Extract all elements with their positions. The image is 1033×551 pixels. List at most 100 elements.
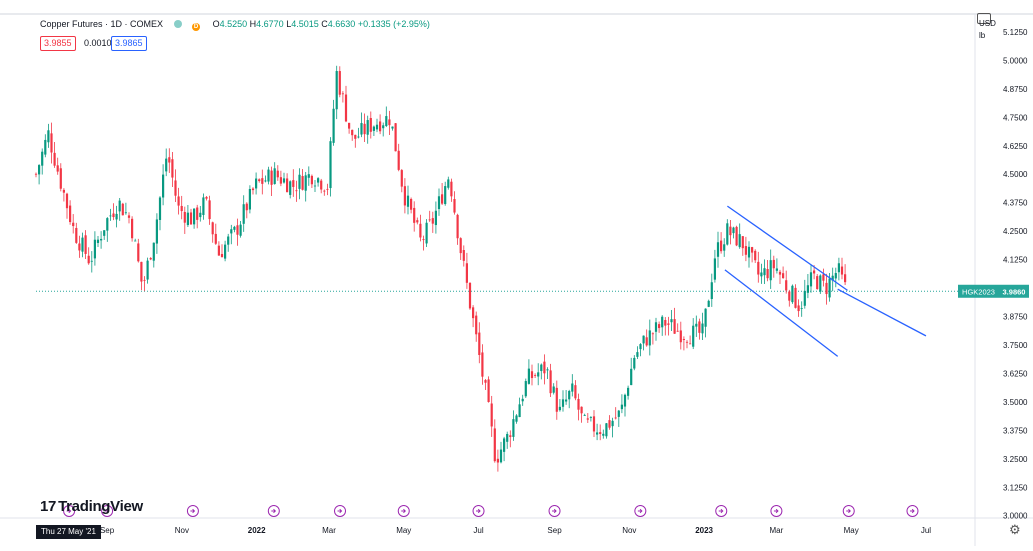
camera-icon[interactable] bbox=[977, 13, 991, 24]
candle bbox=[490, 395, 493, 437]
event-marker-icon[interactable] bbox=[472, 505, 485, 517]
candle-body bbox=[772, 259, 775, 269]
candle bbox=[441, 183, 444, 205]
candle bbox=[720, 232, 723, 254]
candle-body bbox=[571, 383, 574, 392]
candle bbox=[822, 268, 825, 287]
candle-body bbox=[837, 263, 840, 273]
candle bbox=[757, 251, 760, 283]
candle-body bbox=[586, 418, 589, 420]
candle-body bbox=[797, 305, 800, 312]
candle-body bbox=[103, 230, 106, 236]
event-marker-arrow bbox=[552, 508, 557, 514]
candle-body bbox=[484, 380, 487, 383]
candle-body bbox=[450, 181, 453, 197]
event-marker-icon[interactable] bbox=[634, 505, 647, 517]
candle-body bbox=[682, 339, 685, 340]
candle bbox=[382, 122, 385, 137]
event-marker-icon[interactable] bbox=[101, 505, 114, 517]
candle bbox=[689, 335, 692, 345]
candle bbox=[729, 220, 732, 245]
event-marker-icon[interactable] bbox=[186, 505, 199, 517]
candle bbox=[428, 210, 431, 222]
y-tick-label: 3.1250 bbox=[1003, 483, 1028, 492]
candle bbox=[837, 257, 840, 281]
candle-body bbox=[410, 198, 413, 210]
candle bbox=[633, 355, 636, 371]
event-marker-icon[interactable] bbox=[906, 505, 919, 517]
candle bbox=[341, 91, 344, 103]
candle bbox=[335, 65, 338, 120]
x-tick-label: May bbox=[844, 526, 859, 535]
candle bbox=[317, 177, 320, 187]
candle-body bbox=[723, 244, 726, 251]
candle bbox=[493, 419, 496, 463]
buy-price-button[interactable]: 3.9865 bbox=[111, 36, 147, 51]
candle-body bbox=[193, 208, 196, 225]
candle bbox=[338, 66, 341, 98]
candle-body bbox=[230, 229, 233, 234]
event-marker-icon[interactable] bbox=[334, 505, 347, 517]
event-marker-icon[interactable] bbox=[397, 505, 410, 517]
candle bbox=[710, 273, 713, 307]
symbol-title[interactable]: Copper Futures · 1D · COMEX bbox=[40, 19, 164, 29]
candle-body bbox=[639, 344, 642, 350]
currency-selector[interactable]: USD bbox=[979, 19, 996, 28]
candle-body bbox=[456, 214, 459, 239]
candle-body bbox=[78, 243, 81, 251]
candle-body bbox=[403, 186, 406, 206]
candle bbox=[707, 299, 710, 308]
candle bbox=[301, 169, 304, 191]
candle-body bbox=[149, 258, 152, 260]
candle-body bbox=[658, 324, 661, 329]
x-tick-label: 2022 bbox=[248, 526, 266, 535]
settings-gear-icon[interactable]: ⚙ bbox=[1009, 522, 1021, 537]
candle bbox=[425, 219, 428, 248]
candle bbox=[416, 217, 419, 225]
event-marker-icon[interactable] bbox=[842, 505, 855, 517]
candle bbox=[242, 195, 245, 232]
candle-body bbox=[580, 406, 583, 414]
candle bbox=[654, 317, 658, 341]
candle bbox=[568, 389, 571, 409]
candle-body bbox=[199, 212, 202, 218]
sell-price-button[interactable]: 3.9855 bbox=[40, 36, 76, 51]
candle bbox=[543, 354, 546, 385]
candle-body bbox=[602, 433, 605, 436]
candle bbox=[81, 232, 84, 258]
x-tick-label: Nov bbox=[622, 526, 636, 535]
event-marker-icon[interactable] bbox=[63, 505, 76, 517]
candle-body bbox=[59, 168, 62, 189]
event-marker-arrow bbox=[401, 508, 406, 514]
y-tick-label: 5.0000 bbox=[1003, 56, 1028, 65]
candle bbox=[47, 123, 50, 148]
market-status-icon[interactable] bbox=[173, 20, 182, 28]
event-marker-icon[interactable] bbox=[715, 505, 728, 517]
candle bbox=[279, 170, 282, 187]
unit-selector[interactable]: lb bbox=[979, 31, 986, 40]
candle-body bbox=[499, 449, 503, 463]
candle bbox=[298, 168, 301, 200]
candle-body bbox=[518, 404, 521, 418]
y-tick-label: 3.6250 bbox=[1003, 369, 1028, 378]
candle bbox=[574, 380, 577, 401]
candle bbox=[186, 204, 189, 227]
delayed-data-icon[interactable]: D bbox=[192, 23, 201, 31]
candle bbox=[487, 376, 490, 403]
candle-body bbox=[208, 200, 211, 220]
candle bbox=[50, 122, 53, 164]
candle bbox=[379, 114, 382, 135]
event-marker-icon[interactable] bbox=[267, 505, 280, 517]
candle-body bbox=[766, 269, 769, 279]
tradingview-logo[interactable]: 17 TradingView bbox=[40, 498, 143, 515]
candle bbox=[276, 165, 279, 181]
y-tick-label: 4.8750 bbox=[1003, 85, 1028, 94]
candle-body bbox=[515, 415, 518, 422]
candle bbox=[375, 118, 379, 133]
event-marker-icon[interactable] bbox=[770, 505, 783, 517]
candle bbox=[162, 164, 165, 206]
candle-body bbox=[255, 178, 258, 189]
event-marker-icon[interactable] bbox=[548, 505, 561, 517]
